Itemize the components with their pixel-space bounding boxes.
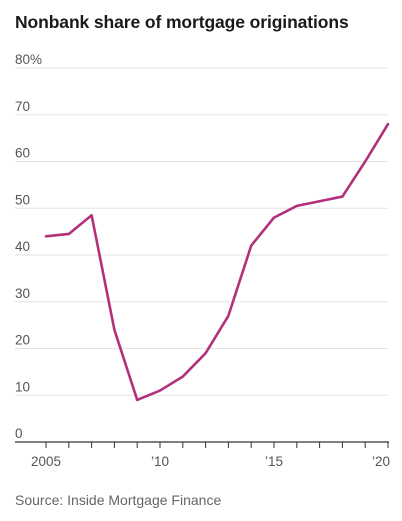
y-tick-label: 10 (15, 379, 30, 394)
x-tick-label: ’15 (265, 454, 283, 469)
y-tick-label: 70 (15, 99, 30, 114)
chart-title: Nonbank share of mortgage originations (15, 12, 349, 32)
source-note: Source: Inside Mortgage Finance (15, 492, 222, 508)
x-tick-label: ’10 (151, 454, 169, 469)
gridlines (15, 67, 388, 396)
y-tick-label: 50 (15, 192, 30, 207)
series-layer (44, 122, 390, 402)
y-tick-label: 40 (15, 239, 30, 254)
x-tick-label: 2005 (31, 454, 61, 469)
y-tick-label: 30 (15, 286, 30, 301)
x-axis: 2005 ’10 ’15 ’20 (15, 441, 390, 469)
y-tick-label: 20 (15, 333, 30, 348)
y-tick-label: 0 (15, 426, 23, 441)
y-tick-label: 60 (15, 146, 30, 161)
y-axis-labels: 0 10 20 30 40 50 60 70 80% (15, 52, 42, 441)
series-line (44, 122, 390, 402)
y-tick-label: 80% (15, 52, 42, 67)
x-tick-label: ’20 (372, 454, 390, 469)
